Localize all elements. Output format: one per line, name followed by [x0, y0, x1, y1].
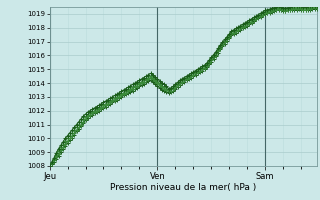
X-axis label: Pression niveau de la mer( hPa ): Pression niveau de la mer( hPa )	[110, 183, 256, 192]
